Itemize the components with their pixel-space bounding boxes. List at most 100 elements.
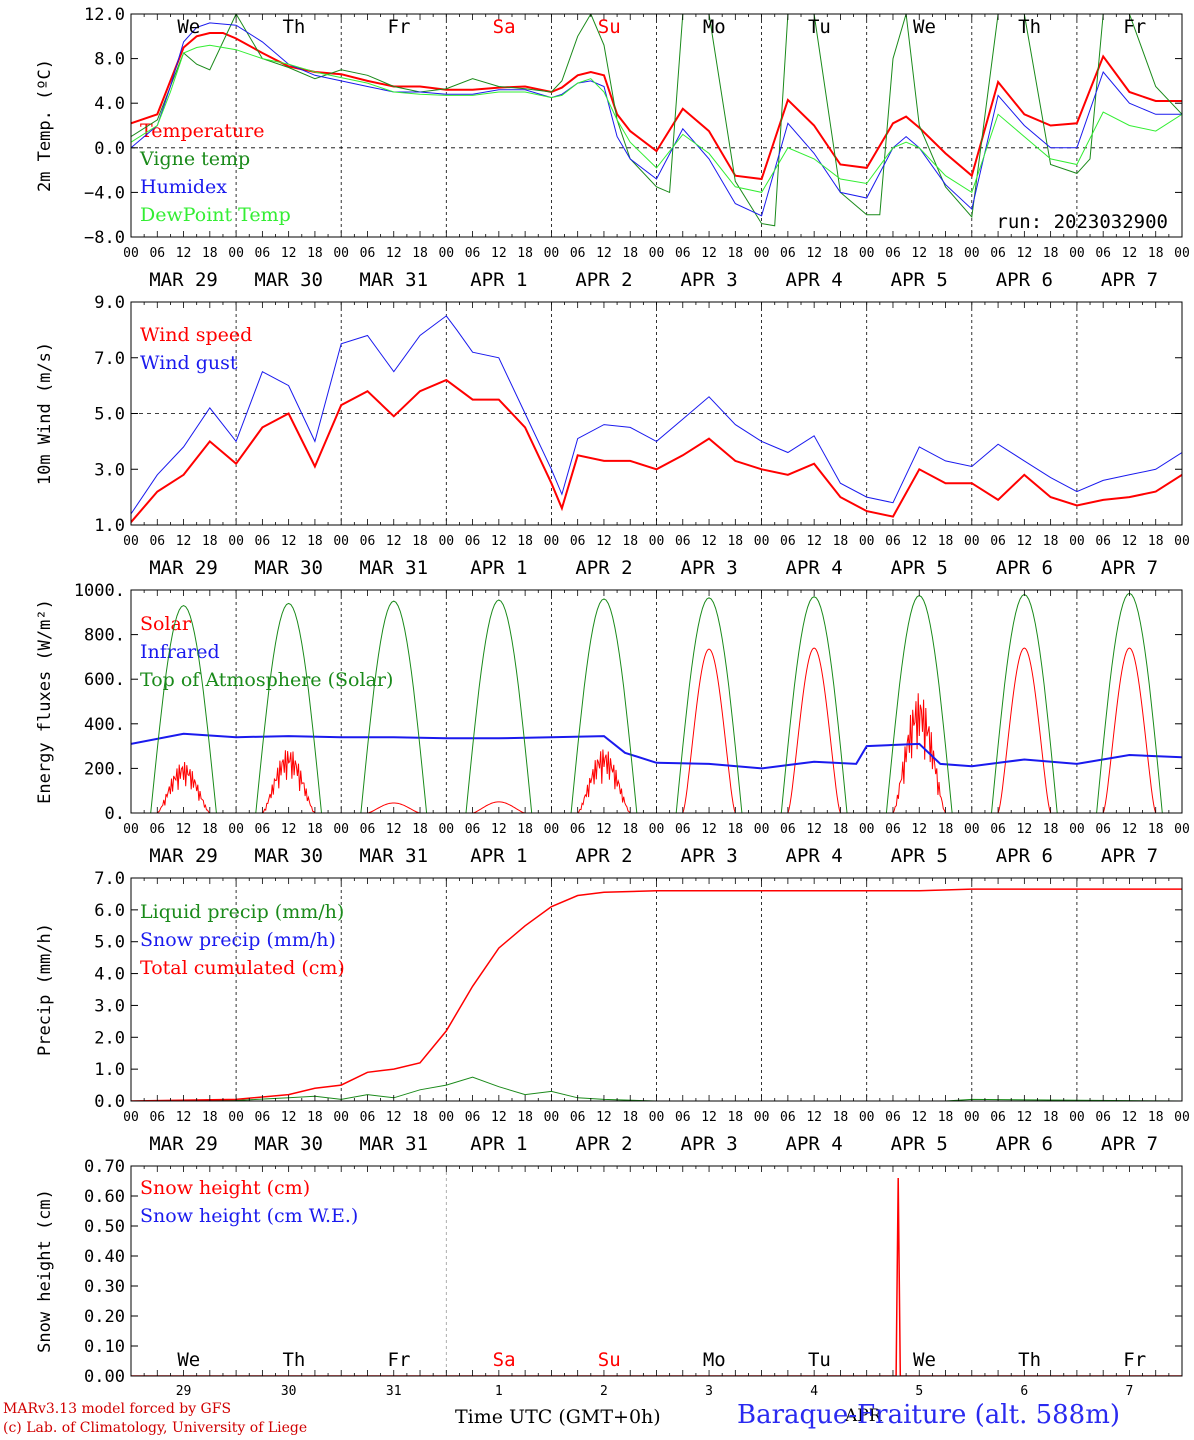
hour-tick-label: 06: [885, 246, 901, 261]
hour-tick-label: 18: [1043, 534, 1059, 549]
date-label: APR 6: [996, 557, 1053, 579]
date-label: APR 1: [470, 1133, 527, 1155]
hour-tick-label: 18: [938, 822, 954, 837]
date-label: MAR 29: [149, 845, 218, 867]
hour-tick-label: 06: [360, 822, 376, 837]
hour-tick-label: 18: [833, 534, 849, 549]
weekday-label: We: [177, 16, 200, 38]
hour-tick-label: 18: [202, 1110, 218, 1125]
date-label: MAR 31: [359, 845, 428, 867]
hour-tick-label: 06: [465, 246, 481, 261]
hour-tick-label: 18: [727, 822, 743, 837]
hour-tick-label: 18: [622, 246, 638, 261]
hour-tick-label: 12: [1017, 534, 1033, 549]
plot-frame: [130, 589, 1183, 814]
date-label: MAR 29: [149, 269, 218, 291]
hour-tick-label: 00: [1174, 246, 1190, 261]
day-number-label: 7: [1126, 1384, 1134, 1399]
date-label: APR 2: [575, 1133, 632, 1155]
hour-tick-label: 00: [438, 822, 454, 837]
y-tick-label: 0.70: [84, 1157, 125, 1177]
hour-tick-label: 06: [255, 822, 271, 837]
hour-tick-label: 12: [281, 1110, 297, 1125]
hour-tick-label: 18: [622, 534, 638, 549]
date-label: APR 4: [786, 557, 843, 579]
legend-entry: Humidex: [140, 176, 227, 198]
hour-tick-label: 12: [491, 822, 507, 837]
series-line: [131, 14, 1182, 227]
hour-tick-label: 18: [517, 246, 533, 261]
legend-entry: DewPoint Temp: [140, 204, 291, 226]
credit-line-lab: (c) Lab. of Climatology, University of L…: [3, 1420, 308, 1436]
date-label: APR 2: [575, 557, 632, 579]
date-label: APR 5: [891, 269, 948, 291]
hour-tick-label: 06: [780, 1110, 796, 1125]
weekday-label: Th: [1018, 16, 1041, 38]
y-tick-label: 0.40: [84, 1247, 125, 1267]
hour-tick-label: 00: [228, 246, 244, 261]
hour-tick-label: 00: [333, 246, 349, 261]
hour-tick-label: 12: [806, 534, 822, 549]
hour-tick-label: 12: [701, 1110, 717, 1125]
credits: MARv3.13 model forced by GFS (c) Lab. of…: [3, 1400, 307, 1438]
hour-tick-label: 00: [964, 1110, 980, 1125]
hour-tick-label: 00: [859, 246, 875, 261]
hour-tick-label: 12: [491, 1110, 507, 1125]
hour-tick-label: 12: [911, 534, 927, 549]
date-label: MAR 29: [149, 1133, 218, 1155]
y-tick-label: 3.0: [94, 460, 125, 480]
hour-tick-label: 06: [570, 1110, 586, 1125]
weekday-label: Sa: [493, 16, 516, 38]
y-tick-label: 7.0: [94, 869, 125, 889]
date-label: APR 3: [680, 269, 737, 291]
hour-tick-label: 00: [544, 246, 560, 261]
hour-tick-label: 12: [911, 822, 927, 837]
day-number-label: 1: [495, 1384, 503, 1399]
hour-tick-label: 00: [859, 822, 875, 837]
hour-tick-label: 00: [754, 822, 770, 837]
hour-tick-label: 06: [780, 246, 796, 261]
hour-tick-label: 18: [307, 534, 323, 549]
hour-tick-label: 00: [333, 822, 349, 837]
hour-tick-label: 00: [859, 534, 875, 549]
y-tick-label: 200.: [84, 759, 125, 779]
series-line: [131, 888, 1182, 1101]
date-label: APR 2: [575, 845, 632, 867]
hour-tick-label: 06: [360, 246, 376, 261]
date-label: APR 4: [786, 845, 843, 867]
hour-tick-label: 06: [990, 822, 1006, 837]
hour-tick-label: 18: [938, 534, 954, 549]
hour-tick-label: 18: [307, 822, 323, 837]
hour-tick-label: 00: [649, 822, 665, 837]
day-number-label: 29: [176, 1384, 192, 1399]
y-tick-label: −8.0: [84, 228, 125, 248]
y-axis-label: 10m Wind (m/s): [35, 342, 55, 485]
hour-tick-label: 00: [1174, 1110, 1190, 1125]
hour-tick-label: 06: [885, 534, 901, 549]
hour-tick-label: 06: [360, 1110, 376, 1125]
hour-tick-label: 06: [465, 1110, 481, 1125]
hour-tick-label: 00: [964, 534, 980, 549]
hour-tick-label: 00: [438, 246, 454, 261]
hour-tick-label: 06: [675, 246, 691, 261]
hour-tick-label: 12: [281, 534, 297, 549]
hour-tick-label: 18: [622, 822, 638, 837]
hour-tick-label: 06: [465, 822, 481, 837]
legend-entry: Temperature: [140, 120, 264, 142]
hour-tick-label: 06: [780, 534, 796, 549]
hour-tick-label: 18: [833, 246, 849, 261]
hour-tick-label: 12: [701, 534, 717, 549]
hour-tick-label: 18: [727, 1110, 743, 1125]
hour-tick-label: 12: [911, 1110, 927, 1125]
hour-tick-label: 18: [938, 1110, 954, 1125]
y-tick-label: 0.00: [84, 1367, 125, 1387]
date-label: APR 4: [786, 269, 843, 291]
weekday-label: Su: [598, 1349, 621, 1371]
hour-tick-label: 12: [1017, 1110, 1033, 1125]
series-line: [131, 44, 1182, 194]
hour-tick-label: 18: [1148, 822, 1164, 837]
credit-line-model: MARv3.13 model forced by GFS: [3, 1401, 232, 1417]
hour-tick-label: 00: [1174, 822, 1190, 837]
day-number-label: 5: [915, 1384, 923, 1399]
